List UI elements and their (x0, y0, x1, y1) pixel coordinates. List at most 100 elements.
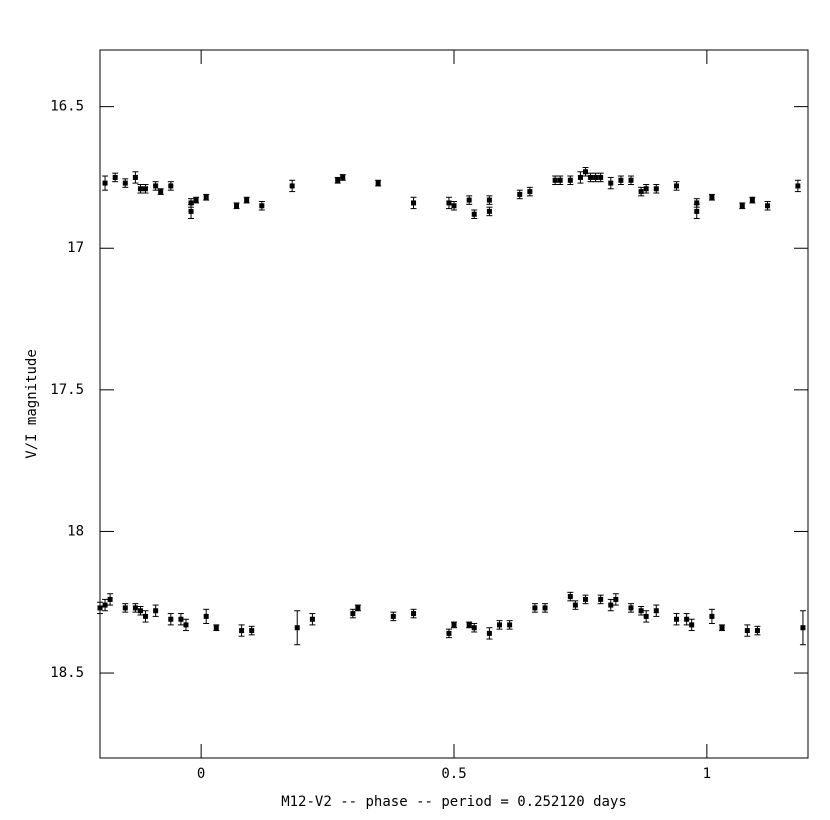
plot-frame (99, 49, 809, 759)
data-point (471, 625, 477, 631)
data-point (122, 180, 128, 186)
data-point (542, 605, 548, 611)
data-point (684, 616, 690, 622)
x-tick-label: 0.5 (441, 766, 466, 782)
data-point (294, 625, 300, 631)
data-point (446, 630, 452, 636)
data-point (411, 200, 417, 206)
y-tick-label: 18 (67, 523, 84, 539)
data-point (618, 177, 624, 183)
data-point (577, 174, 583, 180)
data-point (203, 613, 209, 619)
data-point (466, 622, 472, 628)
data-point (234, 203, 240, 209)
data-point (719, 625, 725, 631)
data-point (532, 605, 538, 611)
data-point (153, 608, 159, 614)
data-point (188, 200, 194, 206)
data-point (567, 594, 573, 600)
data-point (137, 186, 143, 192)
data-point (507, 622, 513, 628)
data-point (739, 203, 745, 209)
data-point (350, 611, 356, 617)
data-point (567, 177, 573, 183)
data-point (390, 613, 396, 619)
data-point (598, 174, 604, 180)
data-point (628, 177, 634, 183)
y-tick-label: 18.5 (50, 665, 84, 681)
data-point (582, 169, 588, 175)
data-point (588, 174, 594, 180)
data-point (137, 608, 143, 614)
data-point (335, 177, 341, 183)
data-point (497, 622, 503, 628)
data-point (628, 605, 634, 611)
data-point (653, 608, 659, 614)
data-point (638, 189, 644, 195)
data-point (593, 174, 599, 180)
data-point (132, 605, 138, 611)
data-point (168, 616, 174, 622)
data-point (466, 197, 472, 203)
y-tick-label: 17 (67, 240, 84, 256)
data-point (132, 174, 138, 180)
data-point (289, 183, 295, 189)
data-point (754, 628, 760, 634)
data-point (143, 613, 149, 619)
data-point (557, 177, 563, 183)
data-point (694, 208, 700, 214)
data-point (309, 616, 315, 622)
data-point (598, 596, 604, 602)
data-point (653, 186, 659, 192)
data-point (375, 180, 381, 186)
data-point (517, 191, 523, 197)
data-point (158, 189, 164, 195)
data-point (552, 177, 558, 183)
data-point (178, 616, 184, 622)
x-tick-label: 0 (197, 766, 205, 782)
data-point (451, 203, 457, 209)
data-point (244, 197, 250, 203)
y-tick-label: 16.5 (50, 99, 84, 115)
data-point (744, 628, 750, 634)
data-point (694, 200, 700, 206)
data-point (183, 622, 189, 628)
data-point (446, 200, 452, 206)
data-point (689, 622, 695, 628)
data-point (355, 605, 361, 611)
data-point (486, 197, 492, 203)
y-tick-label: 17.5 (50, 382, 84, 398)
data-point (608, 180, 614, 186)
data-point (749, 197, 755, 203)
y-axis-label: V/I magnitude (24, 349, 40, 459)
data-point (112, 174, 118, 180)
data-point (143, 186, 149, 192)
data-point (107, 596, 113, 602)
data-point (674, 183, 680, 189)
data-point (102, 180, 108, 186)
x-tick-label: 1 (703, 766, 711, 782)
data-point (795, 183, 801, 189)
data-point (451, 622, 457, 628)
data-point (188, 208, 194, 214)
x-axis-label: M12-V2 -- phase -- period = 0.252120 day… (281, 794, 627, 810)
data-point (97, 605, 103, 611)
data-point (249, 628, 255, 634)
data-point (168, 183, 174, 189)
data-point (608, 602, 614, 608)
data-point (638, 608, 644, 614)
data-point (193, 197, 199, 203)
data-point (213, 625, 219, 631)
data-point (340, 174, 346, 180)
data-point (643, 613, 649, 619)
data-point (486, 208, 492, 214)
data-point (572, 602, 578, 608)
data-point (122, 605, 128, 611)
data-point (411, 611, 417, 617)
data-point (259, 203, 265, 209)
data-point (239, 628, 245, 634)
data-point (800, 625, 806, 631)
data-point (102, 602, 108, 608)
data-point (527, 189, 533, 195)
